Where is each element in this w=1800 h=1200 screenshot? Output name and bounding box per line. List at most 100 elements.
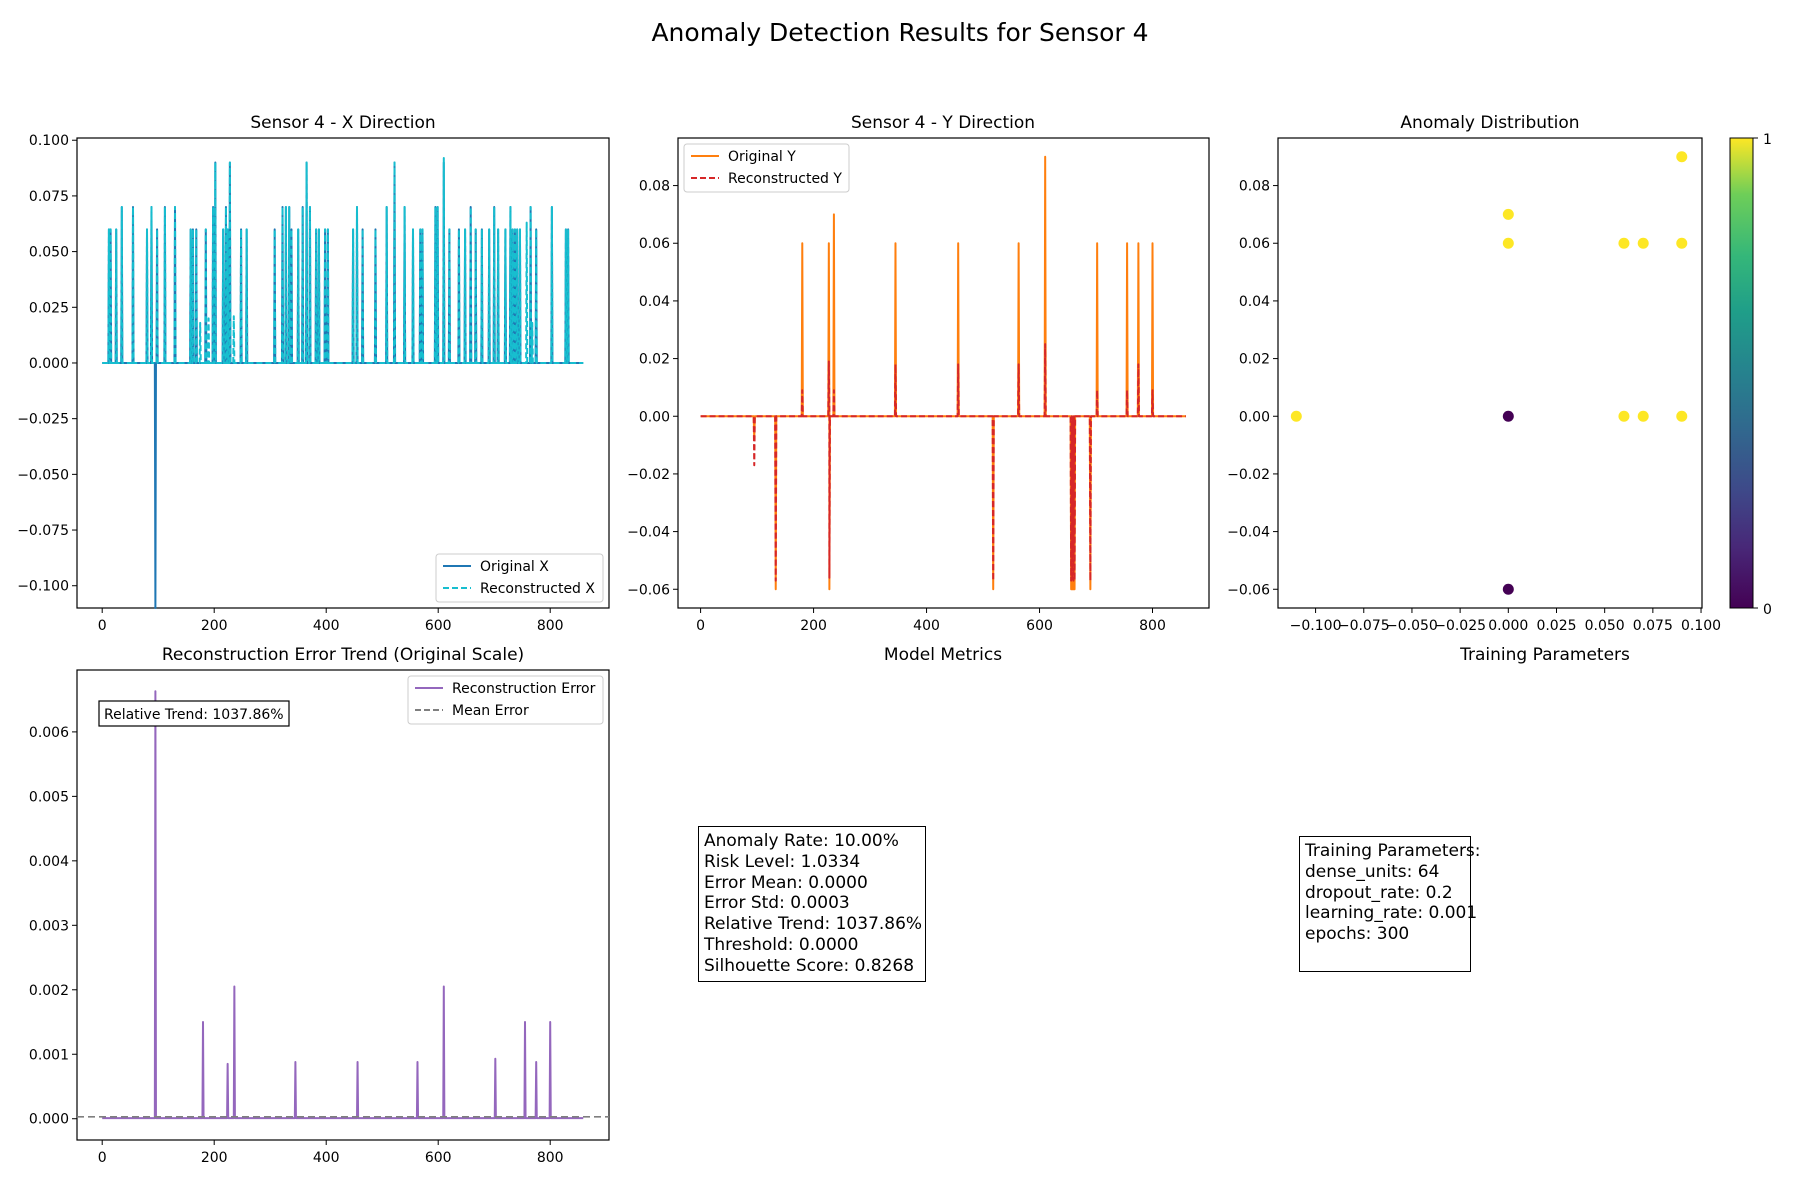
x-tick-label: 400 <box>313 618 340 634</box>
metric-anomaly-rate: Anomaly Rate: 10.00% <box>704 831 899 851</box>
y-direction-title: Sensor 4 - Y Direction <box>851 113 1035 133</box>
x-tick-label: 0.000 <box>1488 618 1528 634</box>
y-tick-label: 0.08 <box>639 179 670 195</box>
x-tick-label: −0.050 <box>1386 618 1438 634</box>
y-tick-label: −0.025 <box>17 412 69 428</box>
y-tick-label: 0.003 <box>29 918 69 934</box>
param-epochs: epochs: 300 <box>1305 924 1410 945</box>
anomaly-point <box>1676 410 1688 422</box>
x-tick-label: 200 <box>201 1150 228 1166</box>
y-tick-label: 0.006 <box>29 725 69 741</box>
y-tick-label: −0.100 <box>17 579 69 595</box>
legend-mean-error-label: Mean Error <box>452 703 529 719</box>
x-tick-label: 400 <box>913 618 940 634</box>
anomaly-point <box>1502 237 1514 249</box>
colorbar-tick-min: 0 <box>1763 602 1772 618</box>
reconstructed-x-series <box>102 157 584 364</box>
x-tick-label: −0.075 <box>1338 618 1390 634</box>
reconstructed-y-series <box>700 343 1186 582</box>
y-direction-axes <box>677 137 1210 609</box>
x-tick-label: 0.025 <box>1536 618 1576 634</box>
y-tick-label: 0.050 <box>29 245 69 261</box>
x-tick-label: −0.025 <box>1434 618 1486 634</box>
anomaly-distribution-title: Anomaly Distribution <box>1400 113 1579 133</box>
reconstruction-error-axes <box>76 669 610 1141</box>
y-tick-label: 0.005 <box>29 789 69 805</box>
legend-reconstructed-x-label: Reconstructed X <box>480 581 595 597</box>
param-dense-units: dense_units: 64 <box>1305 861 1440 882</box>
y-tick-label: 0.06 <box>639 236 670 252</box>
figure-title: Anomaly Detection Results for Sensor 4 <box>651 18 1149 47</box>
x-tick-label: 0.050 <box>1585 618 1625 634</box>
x-tick-label: 400 <box>313 1150 340 1166</box>
x-direction-marks <box>102 157 584 609</box>
model-metrics-box: Anomaly Rate: 10.00% Risk Level: 1.0334 … <box>698 826 926 982</box>
legend-error-label: Reconstruction Error <box>452 681 596 697</box>
legend-reconstructed-y-label: Reconstructed Y <box>728 171 842 187</box>
reconstruction-error-legend: Reconstruction Error Mean Error <box>407 675 604 725</box>
x-tick-label: 0.075 <box>1633 618 1673 634</box>
normal-point <box>1502 583 1514 595</box>
y-tick-label: 0.001 <box>29 1047 69 1063</box>
y-tick-label: −0.02 <box>627 467 670 483</box>
x-direction-legend: Original X Reconstructed X <box>435 553 604 603</box>
normal-point <box>1502 410 1514 422</box>
anomaly-point <box>1290 410 1302 422</box>
param-dropout-rate: dropout_rate: 0.2 <box>1305 882 1453 903</box>
anomaly-distribution-marks <box>1290 151 1688 595</box>
y-direction-legend: Original Y Reconstructed Y <box>683 143 850 193</box>
relative-trend-annotation-box <box>98 700 290 727</box>
y-tick-label: 0.002 <box>29 983 69 999</box>
x-tick-label: 600 <box>1026 618 1053 634</box>
relative-trend-annotation: Relative Trend: 1037.86% <box>104 707 284 723</box>
anomaly-point <box>1618 237 1630 249</box>
anomaly-point <box>1637 410 1649 422</box>
y-direction-ticks: 0 200 400 600 800 −0.06 −0.04 −0.02 0.00 0.02 0.04… <box>627 179 1166 634</box>
anomaly-distribution-ticks: −0.100−0.075−0.050−0.025 0.000 0.025 0.050 0… <box>1227 179 1721 634</box>
x-tick-label: 0 <box>98 1150 107 1166</box>
y-tick-label: 0.04 <box>639 294 670 310</box>
y-tick-label: 0.04 <box>1239 294 1270 310</box>
y-direction-panel: Sensor 4 - Y Direction 0 200 400 600 800 −0.0… <box>627 113 1210 634</box>
y-tick-label: 0.025 <box>29 300 69 316</box>
y-tick-label: 0.004 <box>29 854 69 870</box>
colorbar <box>1729 137 1754 609</box>
x-direction-panel: Sensor 4 - X Direction 0 200 400 600 800 −0.1… <box>17 113 610 634</box>
y-tick-label: −0.02 <box>1227 467 1270 483</box>
y-tick-label: 0.00 <box>1239 409 1270 425</box>
reconstruction-error-ticks: 0 200 400 600 800 0.000 0.001 0.002 0.003 0.004 0.… <box>29 725 564 1166</box>
y-tick-label: −0.075 <box>17 523 69 539</box>
y-tick-label: −0.050 <box>17 467 69 483</box>
y-tick-label: 0.100 <box>29 133 69 149</box>
x-tick-label: −0.100 <box>1290 618 1342 634</box>
x-tick-label: 800 <box>537 618 564 634</box>
y-tick-label: −0.04 <box>1227 525 1270 541</box>
metric-error-std: Error Std: 0.0003 <box>704 893 850 914</box>
x-direction-ticks: 0 200 400 600 800 −0.100 −0.075 −0.050 −0.025 0.0… <box>17 133 563 634</box>
anomaly-point <box>1618 410 1630 422</box>
x-tick-label: 800 <box>537 1150 564 1166</box>
x-direction-title: Sensor 4 - X Direction <box>250 113 435 133</box>
y-tick-label: −0.06 <box>627 582 670 598</box>
metric-silhouette-score: Silhouette Score: 0.8268 <box>704 955 915 976</box>
y-tick-label: −0.06 <box>1227 582 1270 598</box>
anomaly-point <box>1676 151 1688 163</box>
x-tick-label: 600 <box>425 1150 452 1166</box>
x-tick-label: 0 <box>696 618 705 634</box>
x-tick-label: 0 <box>98 618 107 634</box>
training-parameters-title: Training Parameters <box>1459 645 1630 665</box>
metric-relative-trend: Relative Trend: 1037.86% <box>704 914 923 935</box>
legend-original-x-label: Original X <box>480 559 549 575</box>
reconstruction-error-title: Reconstruction Error Trend (Original Sca… <box>162 645 524 665</box>
y-tick-label: 0.000 <box>29 356 69 372</box>
y-tick-label: 0.02 <box>639 352 670 368</box>
anomaly-point <box>1676 237 1688 249</box>
metric-error-mean: Error Mean: 0.0000 <box>704 872 868 893</box>
x-tick-label: 600 <box>425 618 452 634</box>
model-metrics-title: Model Metrics <box>884 645 1002 665</box>
reconstruction-error-series <box>102 690 584 1120</box>
y-tick-label: 0.000 <box>29 1112 69 1128</box>
y-tick-label: 0.08 <box>1239 179 1270 195</box>
anomaly-point <box>1502 208 1514 220</box>
reconstruction-error-marks <box>77 690 609 1120</box>
